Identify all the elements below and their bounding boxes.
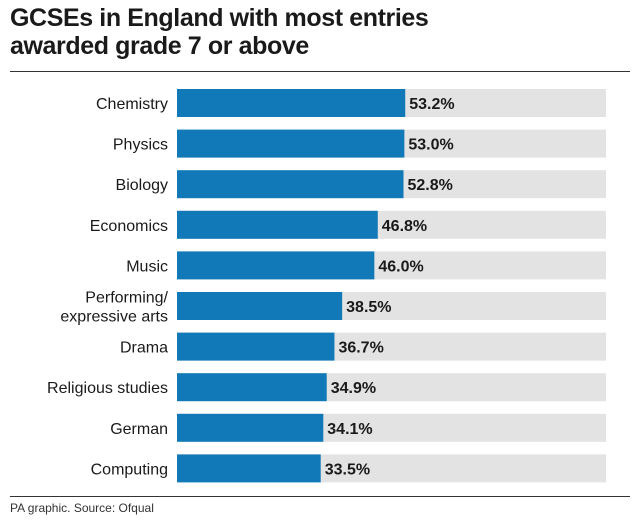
chart-title-line-1: GCSEs in England with most entries	[10, 4, 429, 32]
bar-value-label: 34.1%	[327, 421, 372, 438]
category-label: Economics	[90, 218, 168, 235]
bar	[177, 332, 335, 361]
bar	[177, 454, 321, 483]
bar	[177, 170, 404, 199]
category-label: Computing	[91, 461, 168, 478]
bar	[177, 373, 327, 402]
bar-value-label: 53.0%	[408, 137, 453, 154]
bar	[177, 413, 324, 442]
bar-value-label: 34.9%	[331, 380, 376, 397]
bar	[177, 251, 375, 280]
bottom-divider	[10, 496, 630, 497]
bar	[177, 210, 378, 239]
category-label: German	[110, 421, 168, 438]
category-label: Physics	[113, 137, 168, 154]
bar-value-label: 33.5%	[325, 461, 370, 478]
category-label: Drama	[120, 340, 168, 357]
bar	[177, 129, 405, 158]
chart-title-line-2: awarded grade 7 or above	[10, 32, 309, 60]
bar-value-label: 46.0%	[378, 258, 423, 275]
category-label: Religious studies	[47, 380, 168, 397]
bar	[177, 89, 406, 117]
category-label: Biology	[116, 177, 168, 194]
source-note: PA graphic. Source: Ofqual	[10, 501, 154, 515]
bar-value-label: 52.8%	[408, 177, 453, 194]
top-divider	[10, 71, 630, 72]
bar-value-label: 46.8%	[382, 218, 427, 235]
bar	[177, 292, 343, 320]
category-label: Chemistry	[96, 96, 168, 113]
chart-title: GCSEs in England with most entries award…	[10, 4, 630, 60]
category-label: Performing/	[85, 290, 168, 307]
bar-value-label: 36.7%	[338, 340, 383, 357]
category-label: Music	[126, 258, 168, 275]
bar-value-label: 38.5%	[346, 299, 391, 316]
category-label: expressive arts	[60, 309, 168, 326]
bar-value-label: 53.2%	[409, 96, 454, 113]
